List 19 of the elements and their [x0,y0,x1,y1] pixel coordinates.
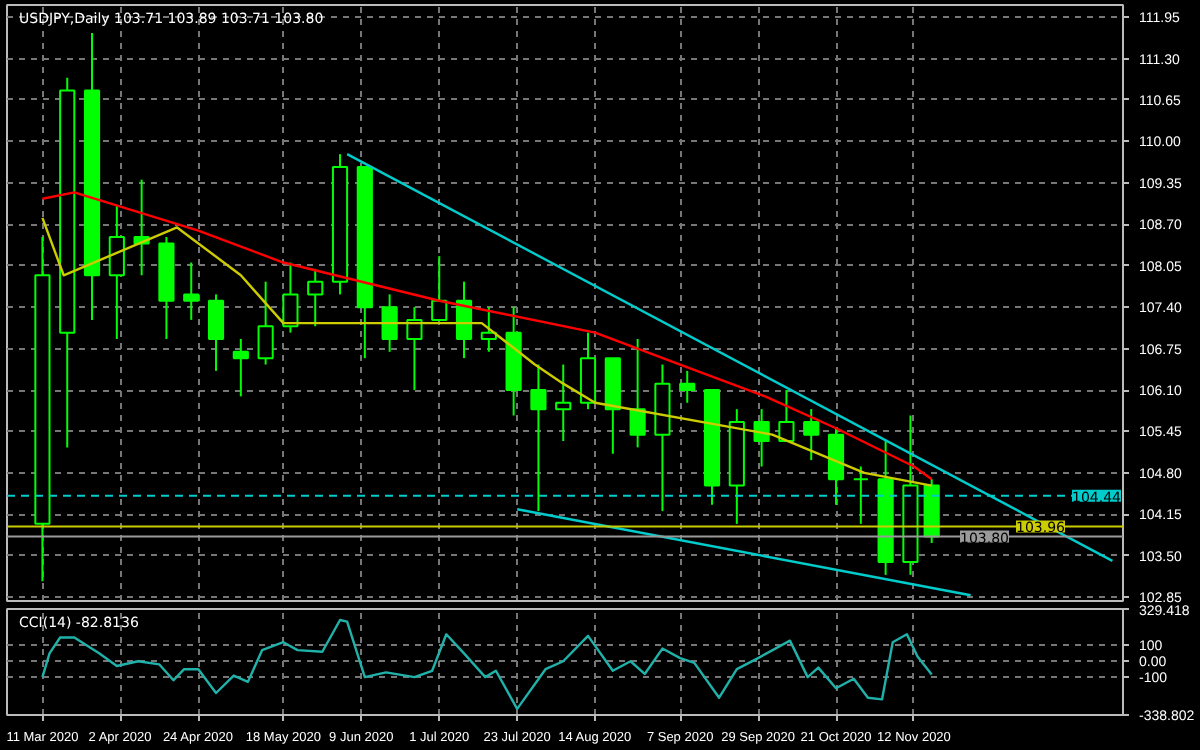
candlestick [852,465,869,525]
candlestick [406,306,423,392]
candlestick [530,363,547,513]
candlestick [282,261,299,334]
candlestick [579,331,597,411]
candlestick [257,280,274,366]
candlestick [679,369,696,404]
candlestick [207,293,225,372]
candlestick [232,338,249,398]
candlestick [108,204,125,341]
candlestick [381,293,398,353]
candlestick [778,389,795,442]
candlestick [629,338,646,449]
candlestick [431,255,448,321]
candlestick [555,363,572,442]
candlestick [803,408,820,462]
candlestick [307,267,324,328]
candlestick [827,427,845,506]
candlestick [183,261,200,321]
